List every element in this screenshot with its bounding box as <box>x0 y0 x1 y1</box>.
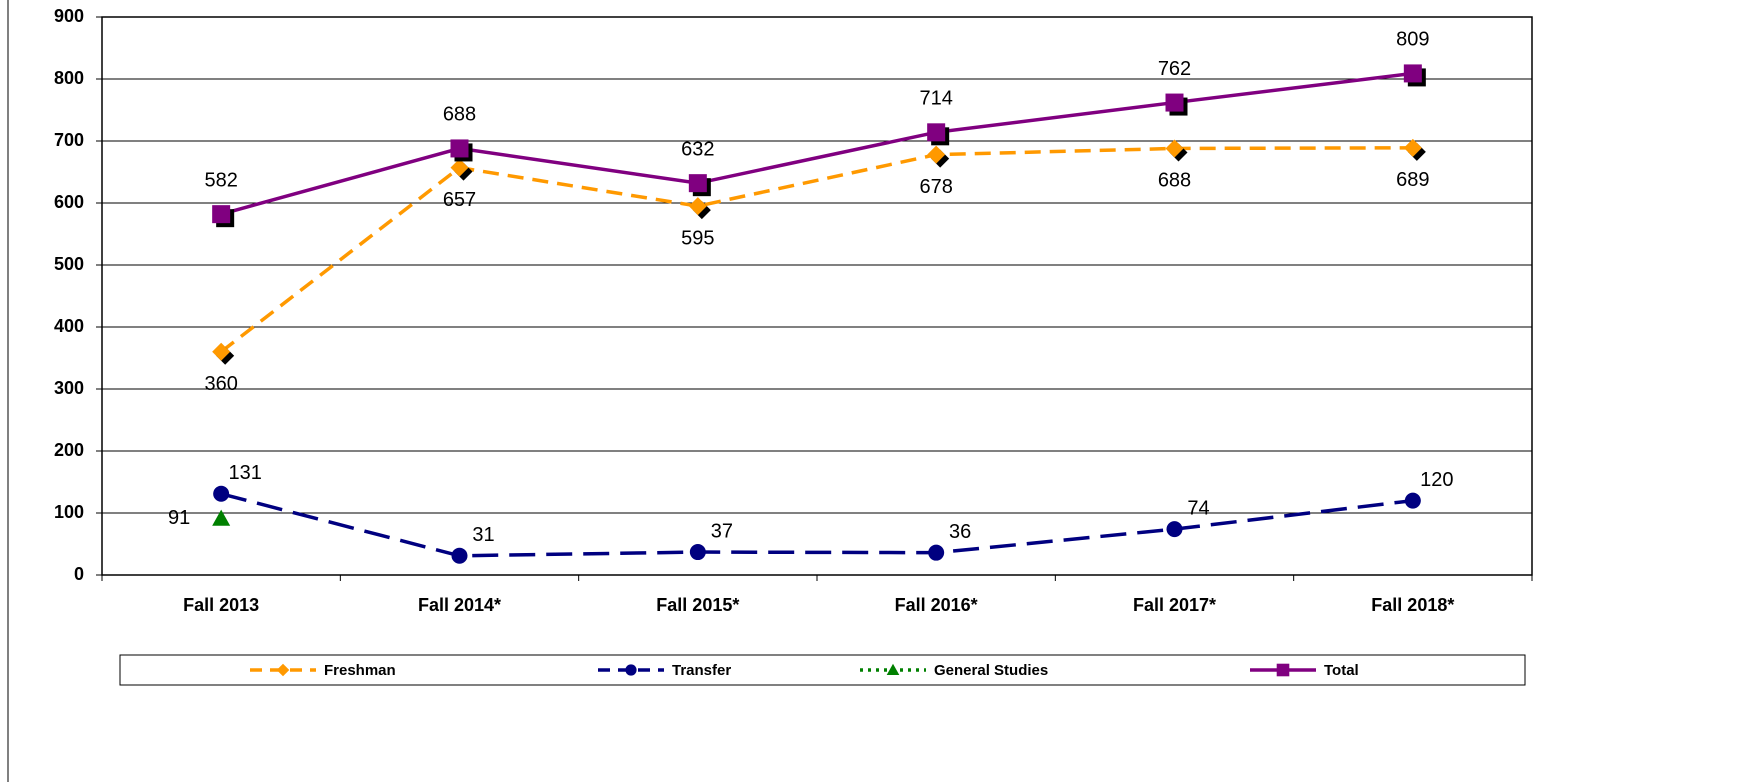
legend-label: Freshman <box>324 662 396 679</box>
y-tick-label: 500 <box>54 254 84 274</box>
x-tick-label: Fall 2015* <box>656 595 739 615</box>
marker <box>212 509 231 526</box>
marker <box>1166 521 1183 538</box>
y-tick-label: 900 <box>54 6 84 26</box>
legend-label: Transfer <box>672 662 731 679</box>
marker <box>688 197 707 216</box>
data-label: 809 <box>1396 29 1429 51</box>
marker <box>689 544 706 561</box>
y-tick-label: 100 <box>54 502 84 522</box>
x-tick-label: Fall 2018* <box>1371 595 1454 615</box>
data-label: 120 <box>1420 469 1453 491</box>
y-tick-label: 700 <box>54 130 84 150</box>
x-tick-label: Fall 2013 <box>183 595 259 615</box>
y-tick-label: 400 <box>54 316 84 336</box>
marker <box>450 158 469 177</box>
marker <box>1165 93 1184 112</box>
series-line <box>220 492 1414 558</box>
data-label: 595 <box>681 227 714 249</box>
marker <box>927 123 946 142</box>
data-label: 36 <box>949 521 971 543</box>
series-line <box>220 71 1414 216</box>
y-tick-label: 0 <box>74 564 84 584</box>
marker <box>928 544 945 561</box>
data-label: 688 <box>1158 170 1191 192</box>
marker <box>212 342 231 361</box>
marker <box>1403 138 1422 157</box>
legend-marker <box>886 663 900 676</box>
marker <box>1404 492 1421 509</box>
data-label: 678 <box>919 176 952 198</box>
legend-marker <box>625 664 637 676</box>
y-tick-label: 200 <box>54 440 84 460</box>
x-tick-label: Fall 2017* <box>1133 595 1216 615</box>
y-tick-label: 300 <box>54 378 84 398</box>
data-label: 37 <box>711 520 733 542</box>
legend-marker <box>1276 663 1290 677</box>
data-label: 582 <box>204 169 237 191</box>
marker <box>212 205 231 224</box>
data-label: 360 <box>204 373 237 395</box>
data-label: 131 <box>228 462 261 484</box>
marker <box>927 145 946 164</box>
marker <box>688 174 707 193</box>
marker <box>451 547 468 564</box>
legend-label: Total <box>1324 662 1359 679</box>
marker <box>1165 139 1184 158</box>
series-line <box>220 146 1413 354</box>
data-label: 31 <box>472 524 494 546</box>
x-tick-label: Fall 2014* <box>418 595 501 615</box>
data-label: 657 <box>443 189 476 211</box>
data-label: 762 <box>1158 58 1191 80</box>
legend-label: General Studies <box>934 662 1048 679</box>
marker <box>213 485 230 502</box>
y-tick-label: 800 <box>54 68 84 88</box>
data-label: 688 <box>443 104 476 126</box>
y-tick-label: 600 <box>54 192 84 212</box>
plot-frame <box>101 16 1533 576</box>
data-label: 91 <box>168 507 190 529</box>
marker <box>450 139 469 158</box>
data-label: 632 <box>681 138 714 160</box>
data-label: 714 <box>919 88 952 110</box>
data-label: 689 <box>1396 169 1429 191</box>
data-label: 74 <box>1187 497 1209 519</box>
marker <box>1403 64 1422 83</box>
x-tick-label: Fall 2016* <box>895 595 978 615</box>
